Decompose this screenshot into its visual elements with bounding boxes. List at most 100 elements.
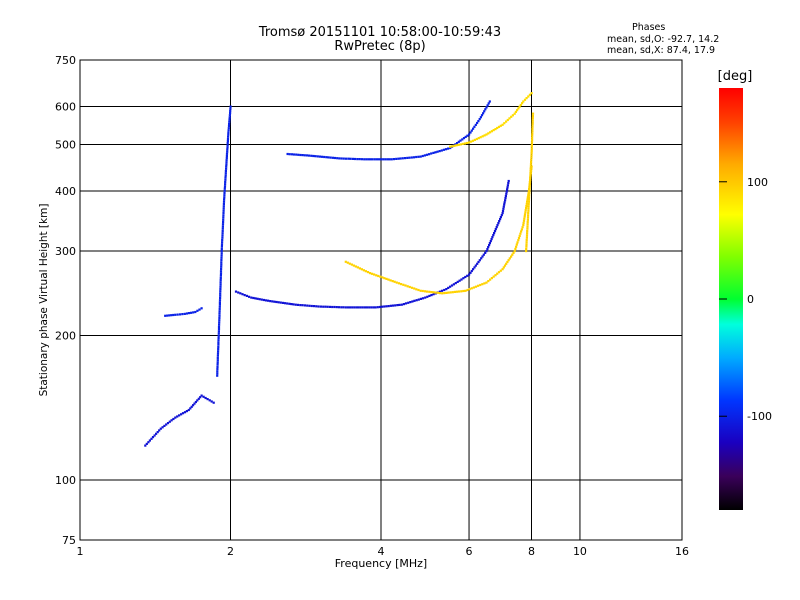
o-mode-point (412, 156, 416, 159)
o-mode-point (342, 157, 345, 160)
o-mode-point (487, 246, 490, 249)
o-mode-point (318, 155, 321, 158)
x-mode-point (468, 288, 471, 291)
o-mode-point (345, 157, 348, 160)
chart-title: Tromsø 20151101 10:58:00-10:59:43 (258, 25, 502, 40)
x-mode-point (531, 138, 534, 142)
o-mode-point (394, 304, 397, 307)
x-mode-point (490, 130, 493, 133)
colorbar-tick-label: -100 (747, 410, 772, 423)
o-mode-point (340, 306, 343, 309)
o-mode-point (450, 284, 454, 287)
o-mode-point (190, 405, 193, 408)
x-axis-label: Frequency [MHz] (335, 557, 427, 570)
o-mode-point (370, 306, 373, 309)
o-mode-point (156, 431, 159, 434)
o-mode-point (355, 306, 358, 309)
o-mode-point (468, 133, 471, 136)
o-mode-point (243, 294, 246, 297)
o-mode-point (216, 372, 219, 375)
o-mode-point (410, 156, 413, 159)
colorbar-tick-label: 0 (747, 293, 754, 306)
x-mode-point (523, 213, 527, 216)
o-mode-point (386, 158, 389, 161)
o-mode-point (220, 250, 223, 253)
o-mode-point (319, 305, 322, 308)
o-mode-point (218, 316, 221, 320)
x-mode-point (517, 239, 520, 242)
o-mode-point (359, 306, 362, 309)
o-mode-point (488, 244, 491, 247)
o-mode-point (443, 288, 446, 292)
o-mode-point (225, 159, 228, 162)
x-mode-point (470, 287, 473, 290)
x-mode-point (455, 290, 459, 293)
o-mode-point (288, 302, 291, 305)
o-mode-point (178, 414, 181, 417)
o-mode-point (303, 154, 306, 157)
x-mode-point (499, 269, 502, 272)
o-mode-point (221, 229, 224, 233)
o-mode-point (449, 285, 452, 288)
o-mode-point (454, 282, 457, 285)
o-mode-point (229, 107, 232, 110)
o-mode-point (286, 152, 289, 156)
o-mode-point (222, 203, 225, 206)
o-mode-point (225, 161, 228, 164)
x-mode-point (397, 282, 401, 285)
o-mode-point (222, 200, 226, 203)
o-mode-point (478, 118, 481, 121)
o-mode-point (415, 155, 418, 159)
x-mode-point (508, 257, 511, 260)
x-mode-point (525, 234, 529, 237)
o-mode-point (187, 408, 190, 412)
o-mode-point (170, 314, 173, 317)
x-mode-point (528, 185, 531, 188)
o-mode-point (456, 142, 459, 145)
x-mode-point (453, 144, 456, 147)
o-mode-point (218, 321, 221, 324)
o-mode-point (492, 234, 495, 237)
o-mode-point (216, 368, 219, 371)
o-mode-point (221, 232, 224, 235)
x-mode-point (531, 125, 534, 128)
x-mode-point (502, 266, 505, 269)
x-mode-point (507, 259, 510, 262)
x-mode-point (526, 232, 529, 235)
o-mode-point (297, 153, 300, 156)
o-mode-point (466, 134, 469, 137)
x-mode-point (481, 135, 484, 138)
o-mode-point (419, 297, 422, 300)
x-mode-point (525, 241, 528, 244)
o-mode-point (267, 299, 270, 302)
o-mode-point (218, 323, 221, 326)
o-mode-point (220, 245, 223, 248)
o-mode-point (353, 306, 356, 309)
o-mode-point (172, 417, 175, 421)
o-mode-point (496, 224, 499, 227)
x-mode-point (389, 279, 392, 282)
o-mode-point (217, 348, 220, 351)
o-mode-point (469, 131, 472, 134)
o-mode-point (218, 310, 221, 313)
o-mode-point (303, 304, 306, 307)
x-mode-point (352, 264, 355, 267)
o-mode-point (219, 274, 222, 277)
x-mode-point (525, 97, 528, 100)
x-mode-point (377, 274, 380, 278)
o-mode-point (194, 400, 197, 404)
x-mode-point (506, 260, 509, 264)
o-mode-point (220, 256, 223, 259)
o-mode-point (369, 158, 372, 161)
x-mode-point (529, 178, 532, 181)
o-mode-point (481, 255, 484, 258)
x-mode-point (531, 121, 534, 124)
x-mode-point (529, 167, 532, 170)
x-mode-point (524, 209, 527, 212)
phase-stats-x: mean, sd,X: 87.4, 17.9 (607, 45, 716, 56)
o-mode-point (486, 104, 489, 107)
o-mode-point (234, 290, 238, 293)
o-mode-point (505, 190, 508, 193)
x-mode-point (497, 125, 501, 128)
